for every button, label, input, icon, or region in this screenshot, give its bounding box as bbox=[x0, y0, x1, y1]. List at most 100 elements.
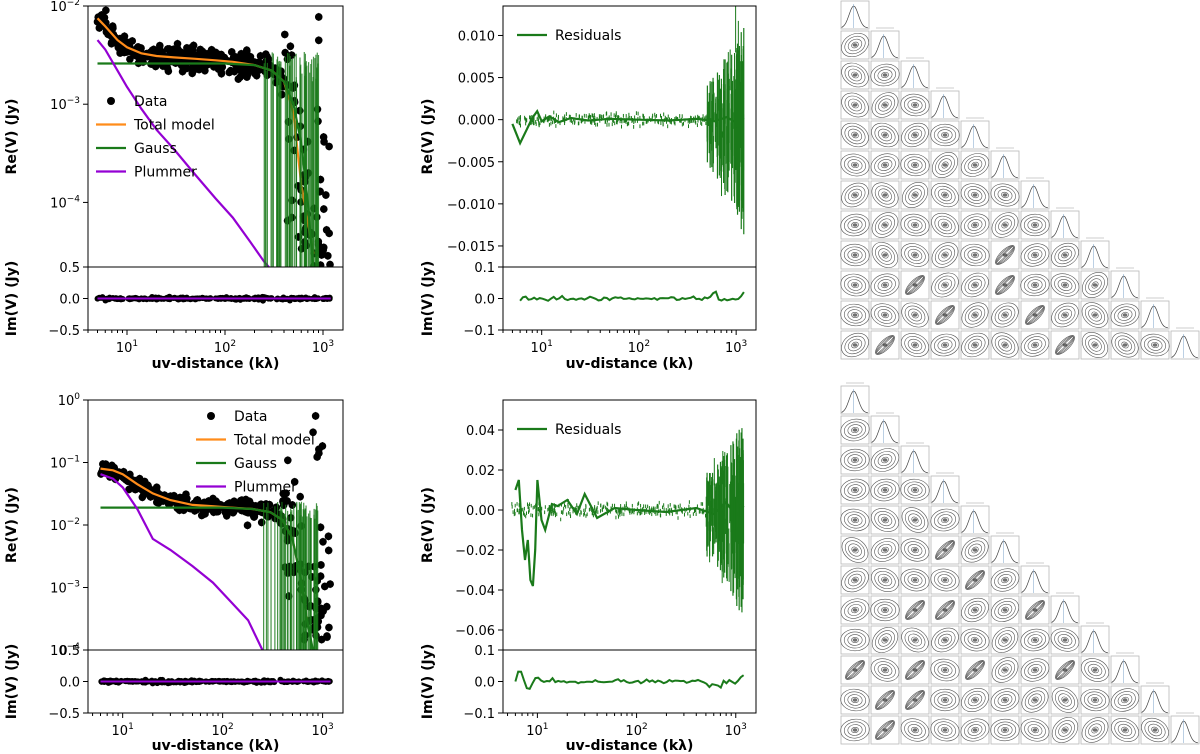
im-residual-line bbox=[514, 670, 745, 690]
corner-contour bbox=[851, 251, 859, 259]
corner-density bbox=[882, 133, 888, 137]
corner-contour bbox=[937, 633, 953, 647]
im-residual-line bbox=[519, 290, 745, 302]
y-tick-label: 10−4 bbox=[50, 642, 80, 659]
corner-contour bbox=[990, 598, 1020, 622]
corner-contour bbox=[1001, 341, 1009, 349]
corner-contour bbox=[840, 448, 870, 472]
corner-contour bbox=[960, 243, 990, 267]
corner-contour bbox=[1085, 335, 1105, 355]
legend-label-gauss: Gauss bbox=[234, 456, 277, 472]
data-point bbox=[222, 511, 231, 520]
corner-contour bbox=[851, 546, 859, 554]
corner-histogram bbox=[871, 420, 899, 444]
corner-density bbox=[852, 698, 858, 702]
corner-cell bbox=[1140, 300, 1170, 330]
corner-contour bbox=[908, 513, 922, 527]
corner-contour bbox=[881, 191, 889, 199]
corner-contour bbox=[1024, 661, 1046, 679]
y-tick-label: 0.02 bbox=[466, 464, 495, 479]
corner-contour bbox=[930, 718, 960, 742]
corner-contour bbox=[1001, 221, 1009, 229]
corner-contour bbox=[847, 309, 863, 321]
corner-density bbox=[1062, 283, 1068, 287]
corner-density bbox=[1032, 343, 1038, 347]
corner-density bbox=[852, 223, 858, 227]
corner-contour bbox=[851, 221, 859, 229]
corner-contour bbox=[877, 69, 893, 81]
corner-contour bbox=[971, 606, 979, 614]
data-point bbox=[286, 42, 295, 51]
corner-contour bbox=[941, 696, 949, 704]
corner-contour bbox=[961, 302, 989, 328]
legend-label-plummer: Plummer bbox=[234, 480, 297, 496]
corner-contour bbox=[934, 336, 956, 354]
corner-cell bbox=[900, 60, 930, 90]
corner-contour bbox=[937, 664, 953, 676]
x-tick-label: 102 bbox=[628, 339, 650, 356]
corner-contour bbox=[911, 546, 919, 554]
corner-density bbox=[972, 313, 978, 317]
corner-contour bbox=[900, 478, 930, 502]
corner-density bbox=[852, 458, 858, 462]
corner-contour bbox=[991, 212, 1019, 238]
corner-contour bbox=[847, 98, 863, 112]
corner-cell bbox=[870, 475, 900, 505]
corner-density bbox=[912, 313, 918, 317]
data-point bbox=[319, 246, 328, 255]
corner-contour bbox=[964, 156, 986, 174]
corner-density bbox=[852, 578, 858, 582]
im-y-tick-label: −0.1 bbox=[463, 324, 495, 339]
im-y-tick-label: −0.5 bbox=[48, 707, 80, 722]
corner-density bbox=[1092, 668, 1098, 672]
corner-density bbox=[912, 608, 918, 612]
corner-contour bbox=[841, 122, 869, 148]
x-tick-label: 102 bbox=[625, 722, 647, 739]
corner-contour bbox=[911, 131, 919, 139]
corner-contour bbox=[903, 216, 927, 234]
corner-cell bbox=[1140, 685, 1170, 715]
corner-contour bbox=[963, 246, 987, 264]
data-point bbox=[227, 48, 236, 56]
corner-contour bbox=[911, 486, 919, 494]
corner-cell bbox=[1080, 625, 1110, 655]
corner-contour bbox=[874, 276, 896, 294]
corner-density bbox=[852, 193, 858, 197]
data-point bbox=[302, 330, 310, 338]
data-point bbox=[153, 47, 162, 56]
corner-contour bbox=[871, 212, 899, 238]
im-plot-area bbox=[514, 670, 745, 690]
corner-histogram bbox=[961, 510, 989, 534]
legend-swatch-data bbox=[107, 97, 115, 105]
y-tick-label: −0.02 bbox=[455, 544, 495, 559]
data-point bbox=[317, 635, 326, 644]
corner-contour bbox=[1121, 696, 1129, 704]
corner-contour bbox=[990, 718, 1020, 742]
corner-density bbox=[1032, 668, 1038, 672]
corner-contour bbox=[1117, 723, 1133, 737]
corner-contour bbox=[904, 630, 926, 650]
corner-contour bbox=[873, 481, 897, 499]
data-point bbox=[310, 270, 318, 278]
x-tick-label: 103 bbox=[312, 339, 334, 356]
corner-contour bbox=[1055, 720, 1075, 740]
corner-density bbox=[912, 728, 918, 732]
corner-contour bbox=[991, 657, 1019, 683]
corner-contour bbox=[851, 726, 859, 734]
data-point bbox=[107, 469, 115, 478]
corner-density bbox=[1092, 313, 1098, 317]
corner-contour bbox=[911, 636, 919, 644]
corner-contour bbox=[938, 158, 952, 172]
corner-contour bbox=[994, 660, 1016, 680]
corner-contour bbox=[911, 726, 919, 734]
legend: Residuals bbox=[517, 28, 621, 44]
corner-contour bbox=[931, 152, 959, 178]
corner-contour bbox=[907, 219, 923, 231]
corner-density bbox=[912, 548, 918, 552]
data-point bbox=[316, 572, 325, 581]
corner-contour bbox=[1084, 720, 1106, 740]
corner-density bbox=[912, 253, 918, 257]
corner-contour bbox=[967, 219, 983, 231]
corner-contour bbox=[845, 660, 865, 680]
corner-contour bbox=[961, 597, 989, 623]
